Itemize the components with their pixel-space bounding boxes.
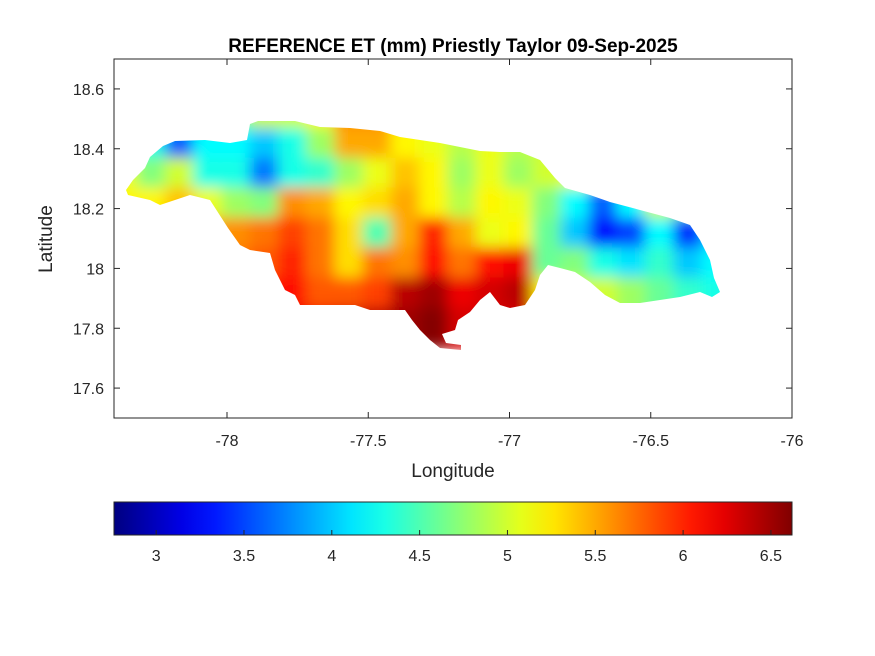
colorbar-tick-label: 5 xyxy=(503,548,512,565)
x-axis: -78 -77.5 -77 -76.5 -76 xyxy=(215,59,804,450)
colorbar-tick-label: 3.5 xyxy=(233,548,255,565)
y-tick-label: 18.2 xyxy=(73,202,104,219)
x-tick-label: -76 xyxy=(780,433,803,450)
y-axis: 18.6 18.4 18.2 18 17.8 17.6 xyxy=(73,82,792,398)
x-tick-label: -76.5 xyxy=(633,433,670,450)
colorbar-tick-label: 3 xyxy=(152,548,161,565)
colorbar-ticks: 3 3.5 4 4.5 5 5.5 6 6.5 xyxy=(152,530,782,565)
colorbar-tick-label: 6.5 xyxy=(760,548,782,565)
x-tick-label: -78 xyxy=(215,433,238,450)
colorbar-tick-label: 4 xyxy=(327,548,336,565)
colorbar xyxy=(113,501,793,536)
y-tick-label: 17.8 xyxy=(73,321,104,338)
x-tick-label: -77.5 xyxy=(350,433,387,450)
colorbar-tick-label: 4.5 xyxy=(409,548,431,565)
chart-title: REFERENCE ET (mm) Priestly Taylor 09-Sep… xyxy=(228,36,678,57)
colorbar-tick-label: 6 xyxy=(679,548,688,565)
y-tick-label: 18.6 xyxy=(73,82,104,99)
y-tick-label: 17.6 xyxy=(73,381,104,398)
x-tick-label: -77 xyxy=(498,433,521,450)
x-axis-label: Longitude xyxy=(411,461,494,482)
y-tick-label: 18 xyxy=(86,261,104,278)
y-tick-label: 18.4 xyxy=(73,142,104,159)
colorbar-tick-label: 5.5 xyxy=(584,548,606,565)
y-axis-label: Latitude xyxy=(36,205,57,273)
